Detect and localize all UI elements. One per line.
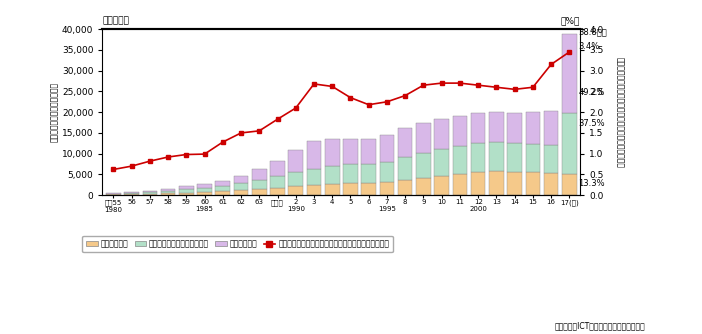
Bar: [526, 144, 540, 172]
Bar: [289, 150, 303, 172]
Bar: [343, 164, 358, 183]
Bar: [216, 186, 230, 191]
Bar: [544, 145, 558, 173]
Bar: [270, 176, 285, 188]
Text: 37.5%: 37.5%: [578, 119, 605, 128]
Bar: [343, 139, 358, 164]
Bar: [143, 194, 157, 195]
Bar: [471, 143, 486, 172]
Bar: [544, 111, 558, 145]
Bar: [161, 193, 176, 195]
Bar: [307, 185, 322, 195]
Bar: [362, 139, 376, 164]
Bar: [197, 184, 212, 188]
Bar: [124, 194, 139, 195]
Bar: [252, 189, 267, 195]
Bar: [179, 189, 194, 192]
Bar: [179, 192, 194, 195]
Bar: [380, 135, 395, 162]
Bar: [453, 146, 468, 174]
Bar: [508, 113, 522, 143]
Bar: [544, 173, 558, 195]
Bar: [562, 34, 576, 113]
Bar: [453, 174, 468, 195]
Text: （出典）「ICTの経済分析に関する調査」: （出典）「ICTの経済分析に関する調査」: [555, 322, 646, 331]
Bar: [325, 139, 340, 166]
Bar: [508, 172, 522, 195]
Bar: [234, 190, 249, 195]
Bar: [562, 174, 576, 195]
Bar: [289, 186, 303, 195]
Bar: [416, 123, 431, 153]
Bar: [216, 181, 230, 186]
Bar: [398, 180, 413, 195]
Bar: [143, 192, 157, 194]
Bar: [343, 183, 358, 195]
Text: 38.8兆円: 38.8兆円: [578, 27, 607, 36]
Bar: [362, 183, 376, 195]
Bar: [197, 188, 212, 192]
Bar: [307, 169, 322, 185]
Y-axis label: 民間資本ストックに占める情報通信資本ストック比率: 民間資本ストックに占める情報通信資本ストック比率: [615, 57, 624, 168]
Bar: [435, 119, 449, 149]
Bar: [489, 112, 504, 142]
Text: （十億円）: （十億円）: [102, 17, 129, 26]
Bar: [562, 113, 576, 174]
Bar: [124, 192, 139, 193]
Bar: [489, 142, 504, 171]
Bar: [289, 172, 303, 186]
Bar: [252, 180, 267, 189]
Text: （%）: （%）: [561, 17, 581, 26]
Text: 13.3%: 13.3%: [578, 179, 605, 188]
Bar: [362, 164, 376, 183]
Bar: [106, 194, 121, 195]
Bar: [179, 186, 194, 189]
Bar: [508, 143, 522, 172]
Bar: [398, 157, 413, 180]
Bar: [307, 141, 322, 169]
Bar: [526, 112, 540, 144]
Bar: [435, 176, 449, 195]
Bar: [325, 184, 340, 195]
Bar: [234, 176, 249, 183]
Bar: [270, 188, 285, 195]
Bar: [380, 182, 395, 195]
Bar: [124, 193, 139, 194]
Bar: [161, 191, 176, 193]
Bar: [270, 161, 285, 176]
Legend: 電気通信機器, 電子計算機本体・同付属装置, ソフトウェア, 民間資本ストックに占める情報通信資本ストック比率: 電気通信機器, 電子計算機本体・同付属装置, ソフトウェア, 民間資本ストックに…: [82, 235, 393, 252]
Bar: [325, 166, 340, 184]
Bar: [143, 191, 157, 192]
Bar: [216, 191, 230, 195]
Bar: [416, 178, 431, 195]
Text: 49.2%: 49.2%: [578, 88, 605, 97]
Bar: [526, 172, 540, 195]
Y-axis label: 実質情報通信資本ストック額: 実質情報通信資本ストック額: [50, 82, 59, 142]
Bar: [489, 171, 504, 195]
Bar: [161, 189, 176, 191]
Bar: [453, 116, 468, 146]
Bar: [416, 153, 431, 178]
Bar: [252, 169, 267, 180]
Bar: [398, 128, 413, 157]
Text: 3.4%: 3.4%: [578, 42, 600, 51]
Bar: [197, 192, 212, 195]
Bar: [471, 114, 486, 143]
Bar: [380, 162, 395, 182]
Bar: [435, 149, 449, 176]
Bar: [106, 193, 121, 194]
Bar: [234, 183, 249, 190]
Bar: [471, 172, 486, 195]
